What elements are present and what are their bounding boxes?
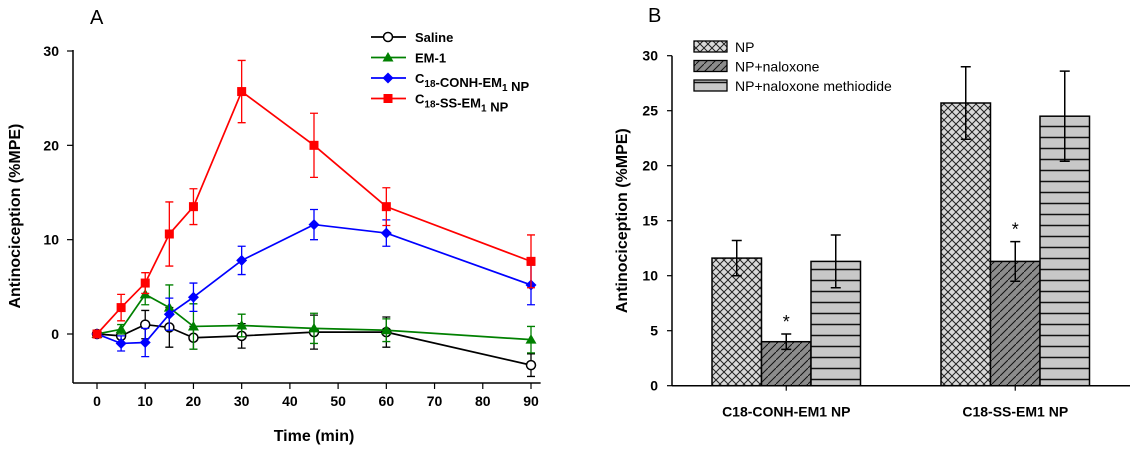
panel-b-bar-chart: 0 5 10 15 20 25 30 Antinociception (%MPE) C18-CO… bbox=[614, 39, 1130, 420]
legend-item: NP+naloxone methiodide bbox=[693, 78, 892, 94]
y-tick-label: 10 bbox=[642, 268, 658, 284]
x-tick-label: 90 bbox=[523, 393, 539, 409]
data-point-square bbox=[92, 329, 102, 339]
error-bar bbox=[781, 333, 792, 351]
data-point-triangle bbox=[187, 320, 199, 331]
data-point-circle bbox=[382, 31, 394, 43]
error-bar bbox=[731, 239, 742, 277]
x-tick-label: 70 bbox=[427, 393, 443, 409]
panel-a-line-chart: 0 10 20 30 40 50 60 70 80 90 0 10 20 30 Time (min) Anti… bbox=[7, 30, 541, 445]
data-point-square bbox=[383, 94, 393, 103]
data-point-square bbox=[526, 256, 536, 266]
x-tick-label: 40 bbox=[282, 393, 298, 409]
series-c18-ss-em1-np bbox=[92, 59, 536, 339]
data-point-diamond bbox=[380, 227, 392, 239]
y-tick-label: 15 bbox=[642, 213, 658, 229]
x-tick-label: 50 bbox=[330, 393, 346, 409]
y-tick-label: 30 bbox=[43, 43, 59, 59]
legend-label: NP+naloxone bbox=[735, 59, 820, 75]
legend-label: EM-1 bbox=[415, 51, 446, 66]
y-tick-label: 20 bbox=[43, 137, 59, 153]
x-tick-label: 0 bbox=[93, 393, 101, 409]
significance-marker: * bbox=[1012, 220, 1019, 240]
data-point-triangle bbox=[308, 322, 320, 333]
y-axis-title: Antinociception (%MPE) bbox=[7, 124, 24, 309]
data-point-diamond bbox=[308, 219, 320, 231]
legend-swatch bbox=[693, 59, 728, 73]
panel-label-b: B bbox=[648, 5, 661, 27]
data-point-square bbox=[381, 202, 391, 212]
error-bar bbox=[1059, 70, 1070, 163]
legend-label: NP+naloxone methiodide bbox=[735, 78, 892, 94]
legend-label: NP bbox=[735, 39, 754, 55]
data-point-square bbox=[309, 140, 319, 150]
legend-item: NP+naloxone bbox=[693, 59, 820, 75]
x-tick-label: C18-CONH-EM1 NP bbox=[722, 404, 850, 420]
error-bar bbox=[1010, 240, 1021, 282]
bar bbox=[940, 102, 992, 387]
legend-item: Saline bbox=[371, 30, 453, 45]
data-point-triangle bbox=[115, 323, 127, 334]
data-point-diamond bbox=[187, 291, 199, 303]
legend-label: Saline bbox=[415, 30, 453, 45]
data-point-square bbox=[237, 87, 247, 97]
y-tick-label: 5 bbox=[650, 323, 658, 339]
data-point-diamond bbox=[115, 337, 127, 349]
legend-item: C18-SS-EM1 NP bbox=[371, 92, 509, 115]
significance-marker: * bbox=[783, 312, 790, 332]
data-point-diamond bbox=[236, 254, 248, 266]
data-point-triangle bbox=[236, 320, 248, 330]
series-em-1 bbox=[91, 283, 537, 354]
legend-item: NP bbox=[693, 39, 754, 55]
y-axis-title: Antinociception (%MPE) bbox=[614, 128, 631, 313]
error-bar bbox=[960, 65, 971, 141]
y-tick-label: 25 bbox=[642, 103, 658, 119]
y-tick-label: 0 bbox=[650, 378, 658, 394]
data-point-square bbox=[116, 303, 126, 313]
legend-swatch bbox=[693, 79, 728, 92]
data-point-diamond bbox=[382, 72, 394, 84]
panel-label-a: A bbox=[90, 7, 104, 29]
data-point-diamond bbox=[139, 336, 151, 348]
data-point-circle bbox=[525, 359, 537, 371]
x-tick-label: 80 bbox=[475, 393, 491, 409]
x-tick-label: 30 bbox=[234, 393, 250, 409]
x-tick-label: 20 bbox=[186, 393, 202, 409]
legend-label: C18-CONH-EM1 NP bbox=[415, 71, 530, 94]
y-tick-label: 20 bbox=[642, 158, 658, 174]
legend-swatch bbox=[693, 40, 728, 53]
x-tick-label: C18-SS-EM1 NP bbox=[962, 404, 1068, 420]
legend-label: C18-SS-EM1 NP bbox=[415, 92, 509, 115]
legend-item: C18-CONH-EM1 NP bbox=[371, 71, 530, 94]
x-tick-label: 60 bbox=[379, 393, 395, 409]
data-point-square bbox=[140, 278, 150, 288]
data-point-triangle bbox=[525, 334, 537, 344]
bar bbox=[989, 260, 1041, 387]
data-point-triangle bbox=[380, 324, 392, 335]
legend-item: EM-1 bbox=[371, 51, 446, 66]
data-point-square bbox=[188, 202, 198, 212]
error-bar bbox=[830, 234, 841, 289]
y-tick-label: 10 bbox=[43, 232, 59, 248]
data-point-triangle bbox=[382, 52, 394, 62]
bar bbox=[711, 257, 763, 387]
y-tick-label: 30 bbox=[642, 48, 658, 64]
x-axis-title: Time (min) bbox=[274, 428, 355, 445]
data-point-diamond bbox=[163, 308, 175, 320]
x-tick-label: 10 bbox=[137, 393, 153, 409]
y-tick-label: 0 bbox=[51, 326, 59, 342]
data-point-square bbox=[164, 229, 174, 239]
